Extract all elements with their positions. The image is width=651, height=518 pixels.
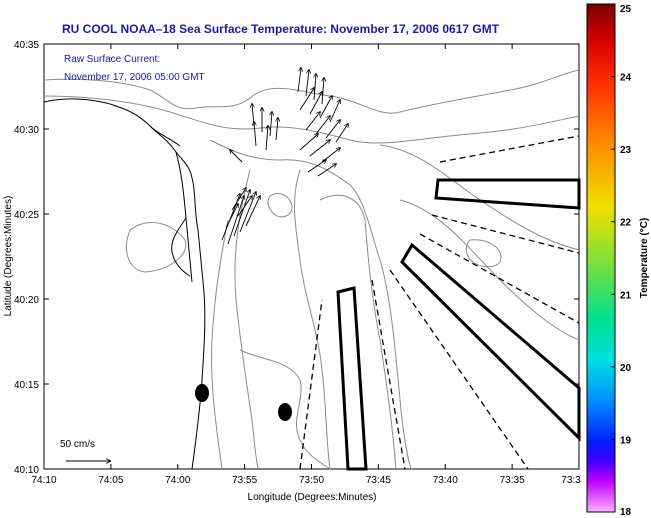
dashed-radar-lines <box>299 135 580 470</box>
map-content <box>43 68 581 471</box>
x-tick-label: 73:40 <box>433 475 458 486</box>
x-tick-label: 74:00 <box>165 475 190 486</box>
scale-label: 50 cm/s <box>60 439 95 450</box>
coastline <box>43 98 206 470</box>
plot-area <box>43 43 580 470</box>
y-axis-ticks: 40:35 40:30 40:25 40:20 40:15 40:10 <box>14 40 579 476</box>
x-tick-label: 73:3 <box>561 475 581 486</box>
colorbar-tick-label: 23 <box>620 145 632 156</box>
annotation-line-1: Raw Surface Current: <box>64 54 160 65</box>
colorbar-tick-label: 22 <box>620 218 632 229</box>
y-tick-label: 40:25 <box>14 210 39 221</box>
x-axis-label: Longitude (Degrees:Minutes) <box>248 492 377 503</box>
chart-title: RU COOL NOAA–18 Sea Surface Temperature:… <box>62 22 500 36</box>
y-tick-label: 40:15 <box>14 380 39 391</box>
colorbar <box>586 3 616 513</box>
colorbar-tick-label: 25 <box>620 4 632 15</box>
colorbar-tick-label: 18 <box>620 507 632 518</box>
colorbar-tick-label: 24 <box>620 73 632 84</box>
y-axis-label: Latitude (Degrees:Minutes) <box>3 196 14 317</box>
dark-spot <box>278 403 292 421</box>
annotation-line-2: November 17, 2006 05:00 GMT <box>64 72 205 83</box>
x-tick-label: 73:55 <box>232 475 257 486</box>
restricted-areas <box>336 178 581 471</box>
colorbar-label: Temperature (°C) <box>639 218 650 299</box>
colorbar-tick-label: 19 <box>620 435 632 446</box>
x-tick-label: 73:45 <box>366 475 391 486</box>
dark-spot <box>195 384 209 402</box>
bathymetry-contours <box>43 69 580 470</box>
colorbar-tick-label: 20 <box>620 363 632 374</box>
x-tick-label: 73:50 <box>299 475 324 486</box>
x-axis-ticks: 74:10 74:05 74:00 73:55 73:50 73:45 73:40 73:35… <box>31 44 581 486</box>
x-tick-label: 74:10 <box>31 475 56 486</box>
x-tick-label: 74:05 <box>98 475 123 486</box>
surface-current-vectors <box>221 68 348 245</box>
y-tick-label: 40:30 <box>14 125 39 136</box>
x-tick-label: 73:35 <box>500 475 525 486</box>
y-tick-label: 40:10 <box>14 465 39 476</box>
colorbar-ticks: 25 24 23 22 21 20 19 18 <box>611 3 632 518</box>
colorbar-tick-label: 21 <box>620 290 632 301</box>
y-tick-label: 40:35 <box>14 40 39 51</box>
y-tick-label: 40:20 <box>14 295 39 306</box>
